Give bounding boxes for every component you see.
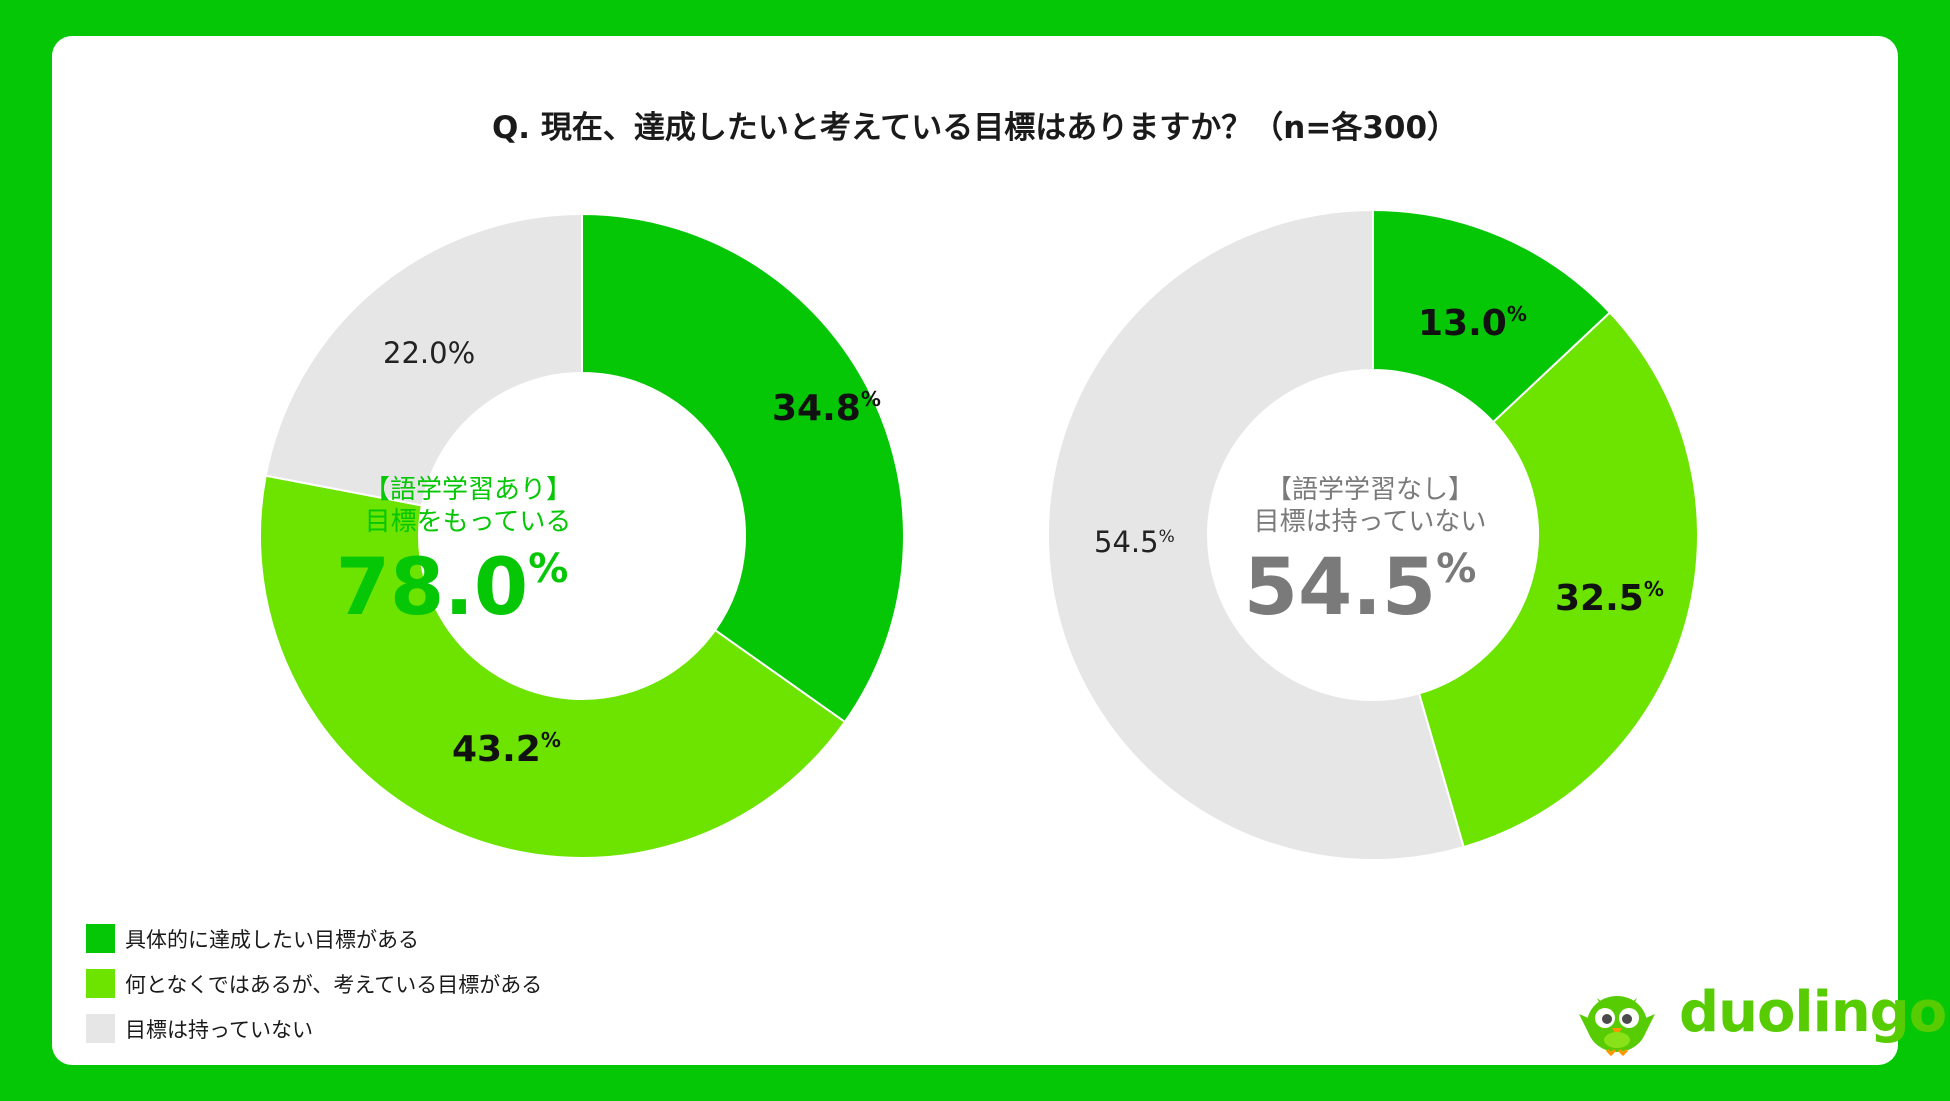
center-right-heading-2: 目標は持っていない	[1254, 507, 1487, 537]
slice-right-none	[1047, 208, 1465, 861]
legend-swatch-none	[86, 1014, 115, 1043]
center-left-heading-1: 【語学学習あり】	[364, 475, 572, 505]
slice-right-specific	[1372, 208, 1612, 424]
slice-left-vague	[259, 474, 847, 859]
legend-item-none: 目標は持っていない	[86, 1006, 542, 1051]
center-right-heading-1: 【語学学習なし】	[1266, 475, 1474, 505]
slice-right-vague	[1417, 311, 1699, 849]
label-left-none: 22.0%	[383, 336, 475, 370]
donut-right: 13.0% 32.5% 54.5% 【語学学習なし】 目標は持っていない 54.…	[1047, 208, 1699, 861]
slice-left-none	[264, 212, 583, 507]
legend: 具体的に達成したい目標がある 何となくではあるが、考えている目標がある 目標は持…	[86, 916, 542, 1051]
legend-swatch-vague	[86, 969, 115, 998]
slice-left-specific	[581, 212, 905, 724]
legend-label-specific: 具体的に達成したい目標がある	[125, 927, 419, 952]
center-left-heading-2: 目標をもっている	[365, 507, 572, 537]
label-right-vague: 32.5%	[1555, 577, 1664, 619]
chart-card: Q. 現在、達成したいと考えている目標はありますか？（n=各300） 34.8%…	[52, 36, 1947, 1065]
brand-name: duolingo	[1679, 980, 1947, 1045]
donut-left: 34.8% 43.2% 22.0% 【語学学習あり】 目標をもっている 78.0…	[259, 212, 905, 859]
legend-label-none: 目標は持っていない	[125, 1017, 313, 1042]
legend-item-vague: 何となくではあるが、考えている目標がある	[86, 961, 542, 1006]
center-left-value: 78.0%	[336, 543, 569, 633]
donut-charts: 34.8% 43.2% 22.0% 【語学学習あり】 目標をもっている 78.0…	[259, 208, 1699, 861]
label-right-none: 54.5%	[1094, 525, 1175, 559]
center-right-value: 54.5%	[1244, 543, 1477, 633]
duolingo-logo: duolingo	[1567, 976, 1947, 1056]
owl-icon	[1579, 996, 1655, 1056]
label-left-specific: 34.8%	[772, 387, 881, 429]
legend-item-specific: 具体的に達成したい目標がある	[86, 916, 542, 961]
legend-label-vague: 何となくではあるが、考えている目標がある	[125, 972, 543, 997]
legend-swatch-specific	[86, 924, 115, 953]
label-right-specific: 13.0%	[1418, 302, 1527, 344]
label-left-vague: 43.2%	[452, 728, 561, 770]
chart-title: Q. 現在、達成したいと考えている目標はありますか？（n=各300）	[491, 110, 1459, 146]
